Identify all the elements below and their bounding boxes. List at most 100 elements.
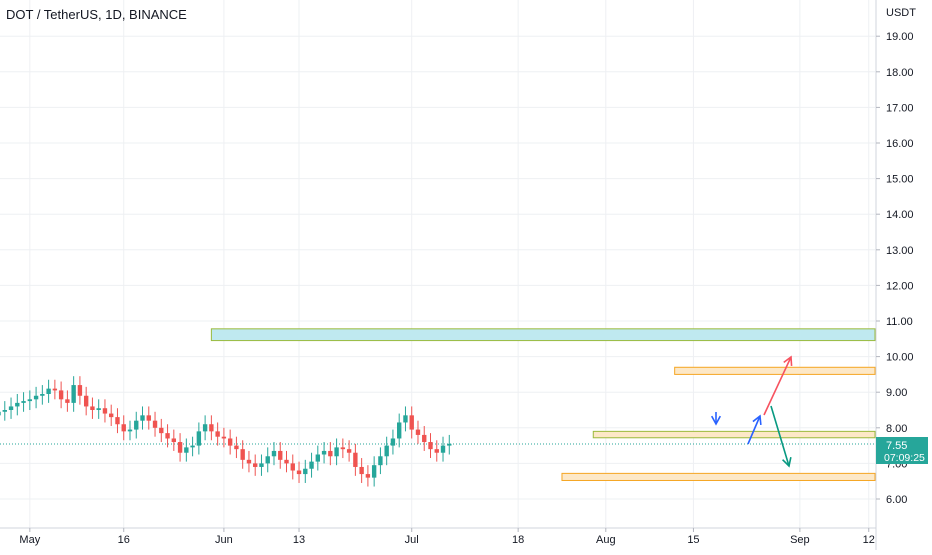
candle xyxy=(447,434,452,455)
arrow-down-green xyxy=(770,405,792,468)
zone-resistance-mid xyxy=(674,366,876,375)
candle-body xyxy=(159,427,164,434)
candle xyxy=(303,459,308,483)
candle-body xyxy=(121,424,126,432)
candle-body xyxy=(215,431,220,437)
candle xyxy=(365,465,371,487)
candle-body xyxy=(296,470,302,475)
price-tick-label: 13.00 xyxy=(886,245,914,257)
candle-body xyxy=(83,395,89,407)
time-tick-label: May xyxy=(19,534,40,546)
candle xyxy=(227,429,233,455)
candle-body xyxy=(365,474,371,478)
time-tick-label: Aug xyxy=(596,534,616,546)
candle-body xyxy=(96,408,101,410)
grid xyxy=(0,0,875,528)
candle-body xyxy=(127,429,133,432)
candle xyxy=(196,422,202,455)
candle xyxy=(27,390,33,410)
candle-body xyxy=(171,438,177,443)
candle xyxy=(346,440,352,462)
candle-body xyxy=(434,449,439,453)
candle xyxy=(134,411,139,439)
price-tick-label: 12.00 xyxy=(886,280,914,292)
candle-body xyxy=(290,463,295,471)
candle-body xyxy=(409,415,414,430)
candle xyxy=(290,454,295,480)
candle xyxy=(422,426,427,451)
candle xyxy=(409,406,414,439)
zone-support-low xyxy=(561,472,876,481)
candle xyxy=(371,456,377,487)
price-axis-currency: USDT xyxy=(886,7,916,19)
candle xyxy=(309,452,314,478)
candle-body xyxy=(422,434,427,443)
candle-body xyxy=(321,450,327,455)
time-tick-label: 18 xyxy=(512,534,524,546)
candle-body xyxy=(246,459,252,464)
candle xyxy=(127,420,133,441)
candle xyxy=(284,450,289,473)
time-axis[interactable]: May 16 Jun 13 Jul 18 Aug 15 Sep 12 xyxy=(0,527,876,546)
candle-body xyxy=(340,447,346,450)
candle-body xyxy=(328,450,333,457)
candle xyxy=(265,447,270,473)
candle xyxy=(384,436,389,466)
price-tick-label: 15.00 xyxy=(886,174,914,186)
candle xyxy=(259,454,264,476)
candle-body xyxy=(202,424,208,432)
candle xyxy=(65,390,70,412)
candle xyxy=(90,397,95,419)
candle xyxy=(246,450,252,473)
candle xyxy=(165,424,170,448)
candle-body xyxy=(146,415,151,421)
candle xyxy=(390,429,396,455)
candle xyxy=(440,436,446,462)
candle xyxy=(315,445,321,471)
arrow-down-green-head xyxy=(782,457,792,468)
candle xyxy=(159,418,164,443)
candle-body xyxy=(378,456,383,466)
candle xyxy=(415,420,421,444)
candle-body xyxy=(165,433,170,439)
candle-body xyxy=(384,445,389,457)
price-axis[interactable]: USDT6.007.008.009.0010.0011.0012.0013.00… xyxy=(875,0,928,550)
candle-body xyxy=(52,388,58,391)
candle xyxy=(221,427,227,448)
candle-body xyxy=(27,399,33,402)
candle xyxy=(2,401,7,421)
candle-body xyxy=(265,456,270,464)
candle-body xyxy=(353,452,358,467)
candle xyxy=(52,379,58,400)
arrow-up-blue xyxy=(747,414,762,445)
candle-body xyxy=(102,408,108,414)
zone-resistance-upper xyxy=(210,328,876,342)
candle-body xyxy=(234,445,239,450)
candle xyxy=(403,406,408,432)
candle-body xyxy=(140,415,145,421)
candle xyxy=(328,442,333,466)
candle xyxy=(8,397,14,419)
candle xyxy=(0,411,1,416)
candle-body xyxy=(221,436,227,439)
candle-body xyxy=(46,388,51,394)
candle xyxy=(102,399,108,423)
candle-body xyxy=(2,410,7,412)
candle xyxy=(209,415,214,441)
candle-body xyxy=(428,442,433,450)
candle-body xyxy=(371,465,377,478)
arrow-up-blue-shaft xyxy=(747,415,761,445)
candle-body xyxy=(65,399,70,403)
price-tick-label: 18.00 xyxy=(886,67,914,79)
candle xyxy=(190,436,195,457)
arrow-marker-blue xyxy=(710,412,722,426)
candle xyxy=(152,411,158,437)
candle xyxy=(171,429,177,451)
candle xyxy=(359,458,364,483)
candle xyxy=(397,413,402,448)
candle-body xyxy=(415,429,421,435)
candle xyxy=(253,454,258,476)
price-tick-label: 19.00 xyxy=(886,31,914,43)
